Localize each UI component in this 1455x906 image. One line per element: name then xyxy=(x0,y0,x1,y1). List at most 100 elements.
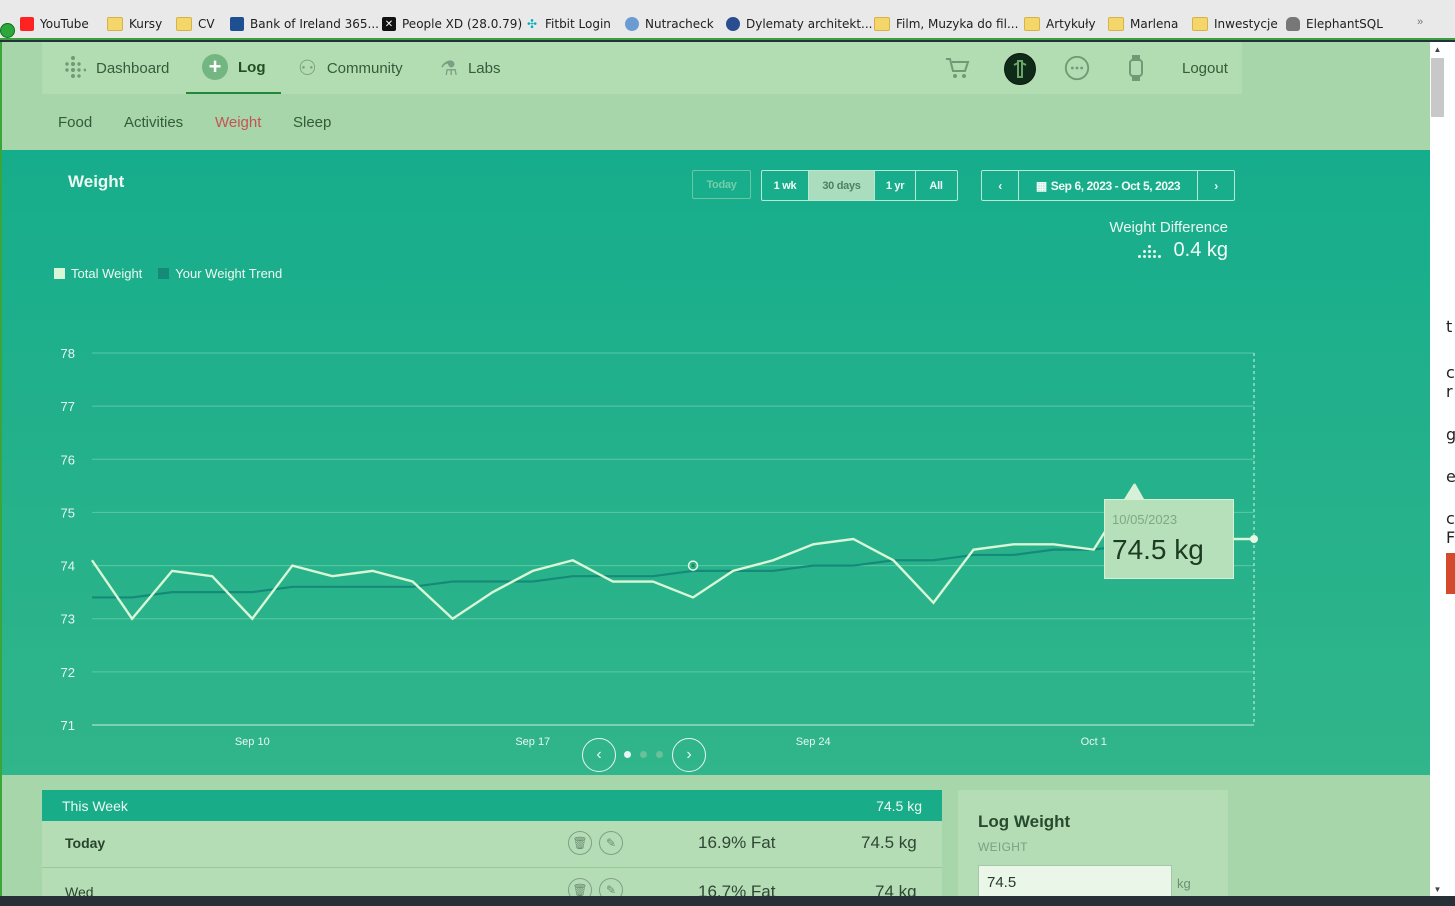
subnav-food[interactable]: Food xyxy=(58,114,92,131)
dots-chart-icon xyxy=(1138,244,1164,258)
this-week-header: This Week 74.5 kg xyxy=(42,790,942,821)
log-weight-title: Log Weight xyxy=(978,812,1070,832)
tooltip-caret xyxy=(1126,483,1144,499)
scroll-up-icon[interactable]: ▲ xyxy=(1431,42,1444,56)
youtube-icon xyxy=(20,17,34,31)
cart-icon[interactable] xyxy=(944,54,972,82)
weight-field-label: WEIGHT xyxy=(978,840,1028,854)
row-day: Wed xyxy=(65,884,94,896)
weight-input[interactable] xyxy=(978,865,1172,896)
globe-icon xyxy=(625,17,639,31)
avatar[interactable] xyxy=(1004,53,1036,85)
nav-labs[interactable]: ⚗ Labs xyxy=(440,42,500,94)
folder-icon xyxy=(107,17,123,31)
fitbit-icon: ✣ xyxy=(525,17,539,31)
scroll-down-icon[interactable]: ▼ xyxy=(1431,882,1444,896)
folder-icon xyxy=(1108,17,1124,31)
bookmark-fitbit-login[interactable]: ✣ Fitbit Login xyxy=(525,15,611,33)
range-selector: 1 wk 30 days 1 yr All xyxy=(761,170,958,201)
app-status-icon xyxy=(0,23,15,38)
bookmark-people-xd[interactable]: ✕ People XD (28.0.79) xyxy=(382,15,522,33)
range-1yr-button[interactable]: 1 yr xyxy=(875,171,916,200)
subnav-sleep[interactable]: Sleep xyxy=(293,114,331,131)
chart-pager: ‹ › xyxy=(582,738,706,772)
profile-picture-icon xyxy=(1010,57,1030,81)
bookmark-dylematy[interactable]: Dylematy architekt... xyxy=(726,15,872,33)
messages-icon[interactable] xyxy=(1063,54,1091,82)
today-button[interactable]: Today xyxy=(692,170,751,199)
weight-row: Today 🗑 ✎ 16.9% Fat 74.5 kg xyxy=(42,821,942,868)
calendar-icon: ▦ xyxy=(1036,179,1047,193)
trash-icon[interactable]: 🗑 xyxy=(568,831,592,855)
y-tick-label: 74 xyxy=(61,559,75,574)
bookmark-youtube[interactable]: YouTube xyxy=(20,15,89,33)
folder-icon xyxy=(874,17,890,31)
logout-link[interactable]: Logout xyxy=(1182,42,1228,94)
elephant-icon xyxy=(1286,17,1300,31)
pager-dot-2[interactable] xyxy=(640,751,647,758)
bookmark-artykuly[interactable]: Artykuły xyxy=(1024,15,1096,33)
y-tick-label: 73 xyxy=(61,612,75,627)
folder-icon xyxy=(176,17,192,31)
row-weight: 74 kg xyxy=(875,882,917,896)
weight-trend-swatch xyxy=(158,268,169,279)
nav-dashboard[interactable]: Dashboard xyxy=(60,42,169,94)
weight-title: Weight xyxy=(68,172,124,192)
y-tick-label: 78 xyxy=(61,346,75,361)
folder-icon xyxy=(1024,17,1040,31)
more-bookmarks-icon[interactable]: » xyxy=(1417,16,1423,28)
x-tick-label: Sep 10 xyxy=(235,736,270,748)
bookmark-bank-of-ireland[interactable]: Bank of Ireland 365... xyxy=(230,15,379,33)
y-tick-label: 77 xyxy=(61,399,75,414)
bookmark-inwestycje[interactable]: Inwestycje xyxy=(1192,15,1278,33)
legend-total-weight: Total Weight xyxy=(54,266,142,281)
bookmark-film[interactable]: Film, Muzyka do fil... xyxy=(874,15,1018,33)
pager-dot-3[interactable] xyxy=(656,751,663,758)
edit-icon[interactable]: ✎ xyxy=(599,878,623,896)
pager-dot-1[interactable] xyxy=(624,751,631,758)
bookmark-elephantsql[interactable]: ElephantSQL xyxy=(1286,15,1383,33)
pager-next-button[interactable]: › xyxy=(672,738,706,772)
bookmark-cv[interactable]: CV xyxy=(176,15,215,33)
taskbar-edge xyxy=(0,896,1455,906)
chart-tooltip: 10/05/2023 74.5 kg xyxy=(1104,499,1234,579)
total-weight-swatch xyxy=(54,268,65,279)
y-tick-label: 75 xyxy=(61,505,75,520)
fitbit-logo-icon xyxy=(60,55,86,81)
bookmark-marlena[interactable]: Marlena xyxy=(1108,15,1178,33)
top-navigation: Dashboard + Log ⚇ Community ⚗ Labs Logou… xyxy=(42,42,1242,94)
subnav-weight[interactable]: Weight xyxy=(215,114,261,131)
edit-icon[interactable]: ✎ xyxy=(599,831,623,855)
pager-prev-button[interactable]: ‹ xyxy=(582,738,616,772)
total-weight-line xyxy=(92,486,1254,619)
bookmark-nutracheck[interactable]: Nutracheck xyxy=(625,15,714,33)
weight-row: Wed 🗑 ✎ 16.7% Fat 74 kg xyxy=(42,868,942,896)
subnav-activities[interactable]: Activities xyxy=(124,114,183,131)
weight-difference: 0.4 kg xyxy=(1138,239,1228,262)
prev-range-button[interactable]: ‹ xyxy=(982,171,1019,200)
row-day: Today xyxy=(65,835,105,851)
watch-icon[interactable] xyxy=(1122,54,1150,82)
goal-marker-center xyxy=(691,564,694,567)
log-subnav: Food Activities Weight Sleep xyxy=(42,94,1422,150)
red-banner xyxy=(1446,553,1455,594)
scroll-thumb[interactable] xyxy=(1431,58,1444,117)
weight-difference-label: Weight Difference xyxy=(1109,219,1228,236)
folder-icon xyxy=(1192,17,1208,31)
y-tick-label: 72 xyxy=(61,665,75,680)
bookmark-kursy[interactable]: Kursy xyxy=(107,15,162,33)
date-range-button[interactable]: ▦ Sep 6, 2023 - Oct 5, 2023 xyxy=(1019,171,1198,200)
fitbit-page: Dashboard + Log ⚇ Community ⚗ Labs Logou… xyxy=(0,42,1430,896)
next-range-button[interactable]: › xyxy=(1198,171,1234,200)
trash-icon[interactable]: 🗑 xyxy=(568,878,592,896)
plus-icon: + xyxy=(202,54,228,80)
range-1wk-button[interactable]: 1 wk xyxy=(762,171,809,200)
range-30days-button[interactable]: 30 days xyxy=(809,171,875,200)
bank-icon xyxy=(230,17,244,31)
nav-log[interactable]: + Log xyxy=(186,42,281,94)
badge-icon xyxy=(726,17,740,31)
range-all-button[interactable]: All xyxy=(916,171,956,200)
nav-community[interactable]: ⚇ Community xyxy=(298,42,403,94)
